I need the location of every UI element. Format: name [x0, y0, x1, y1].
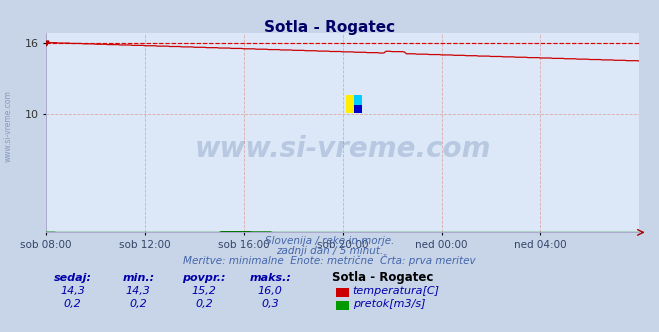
Text: temperatura[C]: temperatura[C]: [353, 286, 440, 296]
Text: 0,2: 0,2: [196, 299, 213, 309]
Text: Slovenija / reke in morje.: Slovenija / reke in morje.: [265, 236, 394, 246]
Text: Sotla - Rogatec: Sotla - Rogatec: [331, 271, 433, 284]
Text: sedaj:: sedaj:: [53, 273, 92, 283]
Text: 0,3: 0,3: [262, 299, 279, 309]
Text: Meritve: minimalne  Enote: metrične  Črta: prva meritev: Meritve: minimalne Enote: metrične Črta:…: [183, 254, 476, 266]
Text: 0,2: 0,2: [130, 299, 147, 309]
Text: 15,2: 15,2: [192, 286, 217, 296]
Text: zadnji dan / 5 minut.: zadnji dan / 5 minut.: [276, 246, 383, 256]
Text: min.:: min.:: [123, 273, 154, 283]
Text: 0,2: 0,2: [64, 299, 81, 309]
Text: 14,3: 14,3: [60, 286, 85, 296]
Text: 14,3: 14,3: [126, 286, 151, 296]
Text: 16,0: 16,0: [258, 286, 283, 296]
Text: Sotla - Rogatec: Sotla - Rogatec: [264, 20, 395, 35]
Text: www.si-vreme.com: www.si-vreme.com: [194, 135, 491, 163]
Text: www.si-vreme.com: www.si-vreme.com: [3, 90, 13, 162]
Text: maks.:: maks.:: [249, 273, 291, 283]
Text: povpr.:: povpr.:: [183, 273, 226, 283]
Text: pretok[m3/s]: pretok[m3/s]: [353, 299, 425, 309]
